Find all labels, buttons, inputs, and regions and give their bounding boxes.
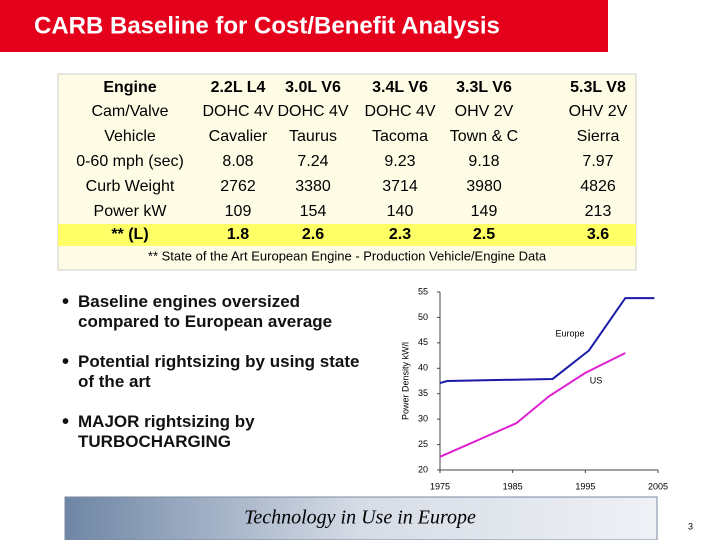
table-header-cell: 3.0L V6: [285, 79, 341, 96]
y-tick-label: 25: [418, 439, 428, 449]
x-tick-label: 2005: [648, 481, 668, 491]
page-number: 3: [688, 521, 693, 531]
slide-title: CARB Baseline for Cost/Benefit Analysis: [34, 12, 500, 39]
x-tick-label: 1985: [503, 481, 523, 491]
table-cell: 7.24: [297, 153, 328, 170]
table-cell: 149: [471, 203, 498, 220]
table-cell: 154: [300, 203, 327, 220]
table-cell: 9.18: [468, 153, 499, 170]
table-cell: 4826: [580, 178, 616, 195]
series-line: [439, 297, 655, 384]
table-cell: 3.6: [587, 226, 609, 243]
table-cell: 2.5: [473, 226, 495, 243]
series-label: Europe: [555, 328, 584, 338]
table-header-cell: 3.3L V6: [456, 79, 512, 96]
table-cell: 140: [387, 203, 414, 220]
y-tick-label: 30: [418, 414, 428, 424]
table-cell: 2762: [220, 178, 256, 195]
table-cell: 3714: [382, 178, 418, 195]
table-cell: Taurus: [289, 128, 337, 145]
table-cell: Curb Weight: [86, 178, 175, 195]
title-bar: [0, 0, 608, 52]
table-cell: 3980: [466, 178, 502, 195]
bullet: MAJOR rightsizing by TURBOCHARGING: [62, 412, 362, 452]
table-cell: OHV 2V: [569, 103, 628, 120]
table-cell: 8.08: [222, 153, 253, 170]
x-tick-label: 1975: [430, 481, 450, 491]
y-tick-label: 45: [418, 337, 428, 347]
table-cell: 2.3: [389, 226, 411, 243]
table-cell: Cavalier: [209, 128, 268, 145]
table-cell: 3380: [295, 178, 331, 195]
table-cell: Sierra: [577, 128, 620, 145]
table-footnote: ** State of the Art European Engine - Pr…: [148, 248, 547, 263]
table-cell: 2.6: [302, 226, 324, 243]
table-cell: 7.97: [582, 153, 613, 170]
table-header-cell: 2.2L L4: [211, 79, 266, 96]
y-tick-label: 35: [418, 388, 428, 398]
table-cell: Tacoma: [372, 128, 428, 145]
table-cell: DOHC 4V: [364, 103, 435, 120]
table-cell: 1.8: [227, 226, 249, 243]
table-header-cell: 3.4L V6: [372, 79, 428, 96]
y-tick-label: 50: [418, 312, 428, 322]
table-cell: DOHC 4V: [202, 103, 273, 120]
y-axis-label: Power Density kW/l: [400, 342, 410, 420]
table-cell: Cam/Valve: [91, 103, 168, 120]
bullet-list: Baseline engines oversized compared to E…: [62, 292, 362, 472]
footer-text: Technology in Use in Europe: [244, 507, 476, 529]
footer-box: [64, 496, 658, 540]
table-cell: 213: [585, 203, 612, 220]
table-cell: Vehicle: [104, 128, 156, 145]
table-cell: Power kW: [94, 203, 168, 220]
y-tick-label: 40: [418, 363, 428, 373]
table-cell: Town & C: [450, 128, 518, 145]
table-cell: 0-60 mph (sec): [76, 153, 184, 170]
table-header-cell: Engine: [103, 79, 156, 96]
y-tick-label: 20: [418, 464, 428, 474]
x-tick-label: 1995: [575, 481, 595, 491]
table-cell: ** (L): [111, 226, 148, 243]
table-cell: DOHC 4V: [277, 103, 348, 120]
table-cell: OHV 2V: [455, 103, 514, 120]
highlight-row: [58, 224, 636, 246]
series-label: US: [590, 375, 603, 385]
table-header-cell: 5.3L V8: [570, 79, 626, 96]
series-line: [439, 352, 626, 458]
table-cell: 9.23: [384, 153, 415, 170]
y-tick-label: 55: [418, 286, 428, 296]
bullet: Baseline engines oversized compared to E…: [62, 292, 362, 332]
table-cell: 109: [225, 203, 252, 220]
bullet: Potential rightsizing by using state of …: [62, 352, 362, 392]
